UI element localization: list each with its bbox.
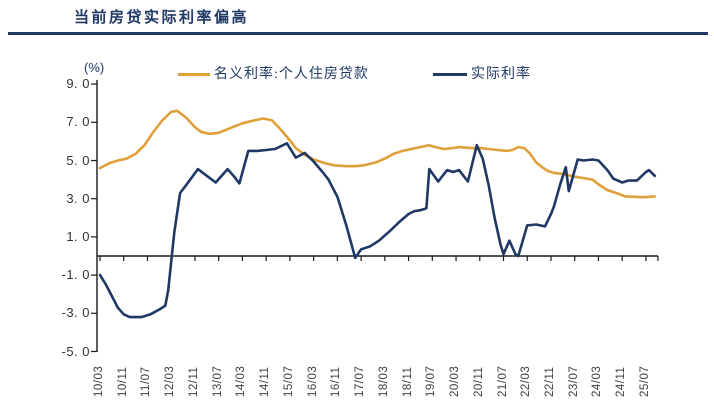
y-axis-unit-label: (%) bbox=[84, 60, 105, 75]
x-tick-label: 21/07 bbox=[497, 365, 509, 397]
x-tick-label: 10/11 bbox=[117, 366, 129, 397]
x-tick-label: 19/07 bbox=[425, 365, 437, 397]
x-tick-label: 16/03 bbox=[307, 365, 319, 397]
x-tick-label: 16/11 bbox=[330, 366, 342, 397]
x-tick-label: 20/11 bbox=[473, 366, 485, 397]
legend-line-real-rate bbox=[433, 73, 467, 76]
y-tick-label: -3. 0 bbox=[61, 305, 90, 320]
x-tick-label: 12/11 bbox=[188, 366, 200, 397]
y-tick-label: -5. 0 bbox=[61, 344, 90, 359]
y-tick-label: 3. 0 bbox=[66, 191, 90, 206]
x-tick-label: 24/11 bbox=[615, 366, 627, 397]
x-tick-label: 12/03 bbox=[164, 365, 176, 397]
x-tick-label: 18/03 bbox=[378, 365, 390, 397]
x-tick-label: 22/11 bbox=[544, 366, 556, 397]
x-tick-label: 10/03 bbox=[93, 365, 105, 397]
y-tick-label: 7. 0 bbox=[66, 114, 90, 129]
x-tick-label: 14/11 bbox=[259, 366, 271, 397]
x-tick-label: 23/07 bbox=[568, 365, 580, 397]
x-tick-label: 18/11 bbox=[402, 366, 414, 397]
x-tick-label: 25/07 bbox=[639, 365, 651, 397]
x-tick-label: 17/07 bbox=[354, 365, 366, 397]
y-tick-label: -1. 0 bbox=[61, 267, 90, 282]
legend-label-real-rate: 实际利率 bbox=[471, 67, 531, 82]
x-tick-label: 15/07 bbox=[283, 365, 295, 397]
x-tick-label: 20/03 bbox=[449, 365, 461, 397]
x-tick-label: 13/07 bbox=[212, 365, 224, 397]
y-tick-label: 9. 0 bbox=[66, 76, 90, 91]
title-divider bbox=[8, 32, 708, 35]
x-tick-label: 11/07 bbox=[140, 366, 152, 397]
y-tick-label: 1. 0 bbox=[66, 229, 90, 244]
y-tick-label: 5. 0 bbox=[66, 153, 90, 168]
x-tick-label: 22/03 bbox=[520, 365, 532, 397]
x-tick-label: 14/03 bbox=[235, 365, 247, 397]
series-line-nominal-rate bbox=[98, 109, 657, 199]
legend-line-nominal-rate bbox=[178, 73, 210, 76]
x-tick-label: 24/03 bbox=[591, 365, 603, 397]
legend-label-nominal-rate: 名义利率:个人住房贷款 bbox=[214, 67, 369, 82]
page-title: 当前房贷实际利率偏高 bbox=[74, 10, 250, 26]
series-line-real-rate bbox=[98, 142, 657, 319]
